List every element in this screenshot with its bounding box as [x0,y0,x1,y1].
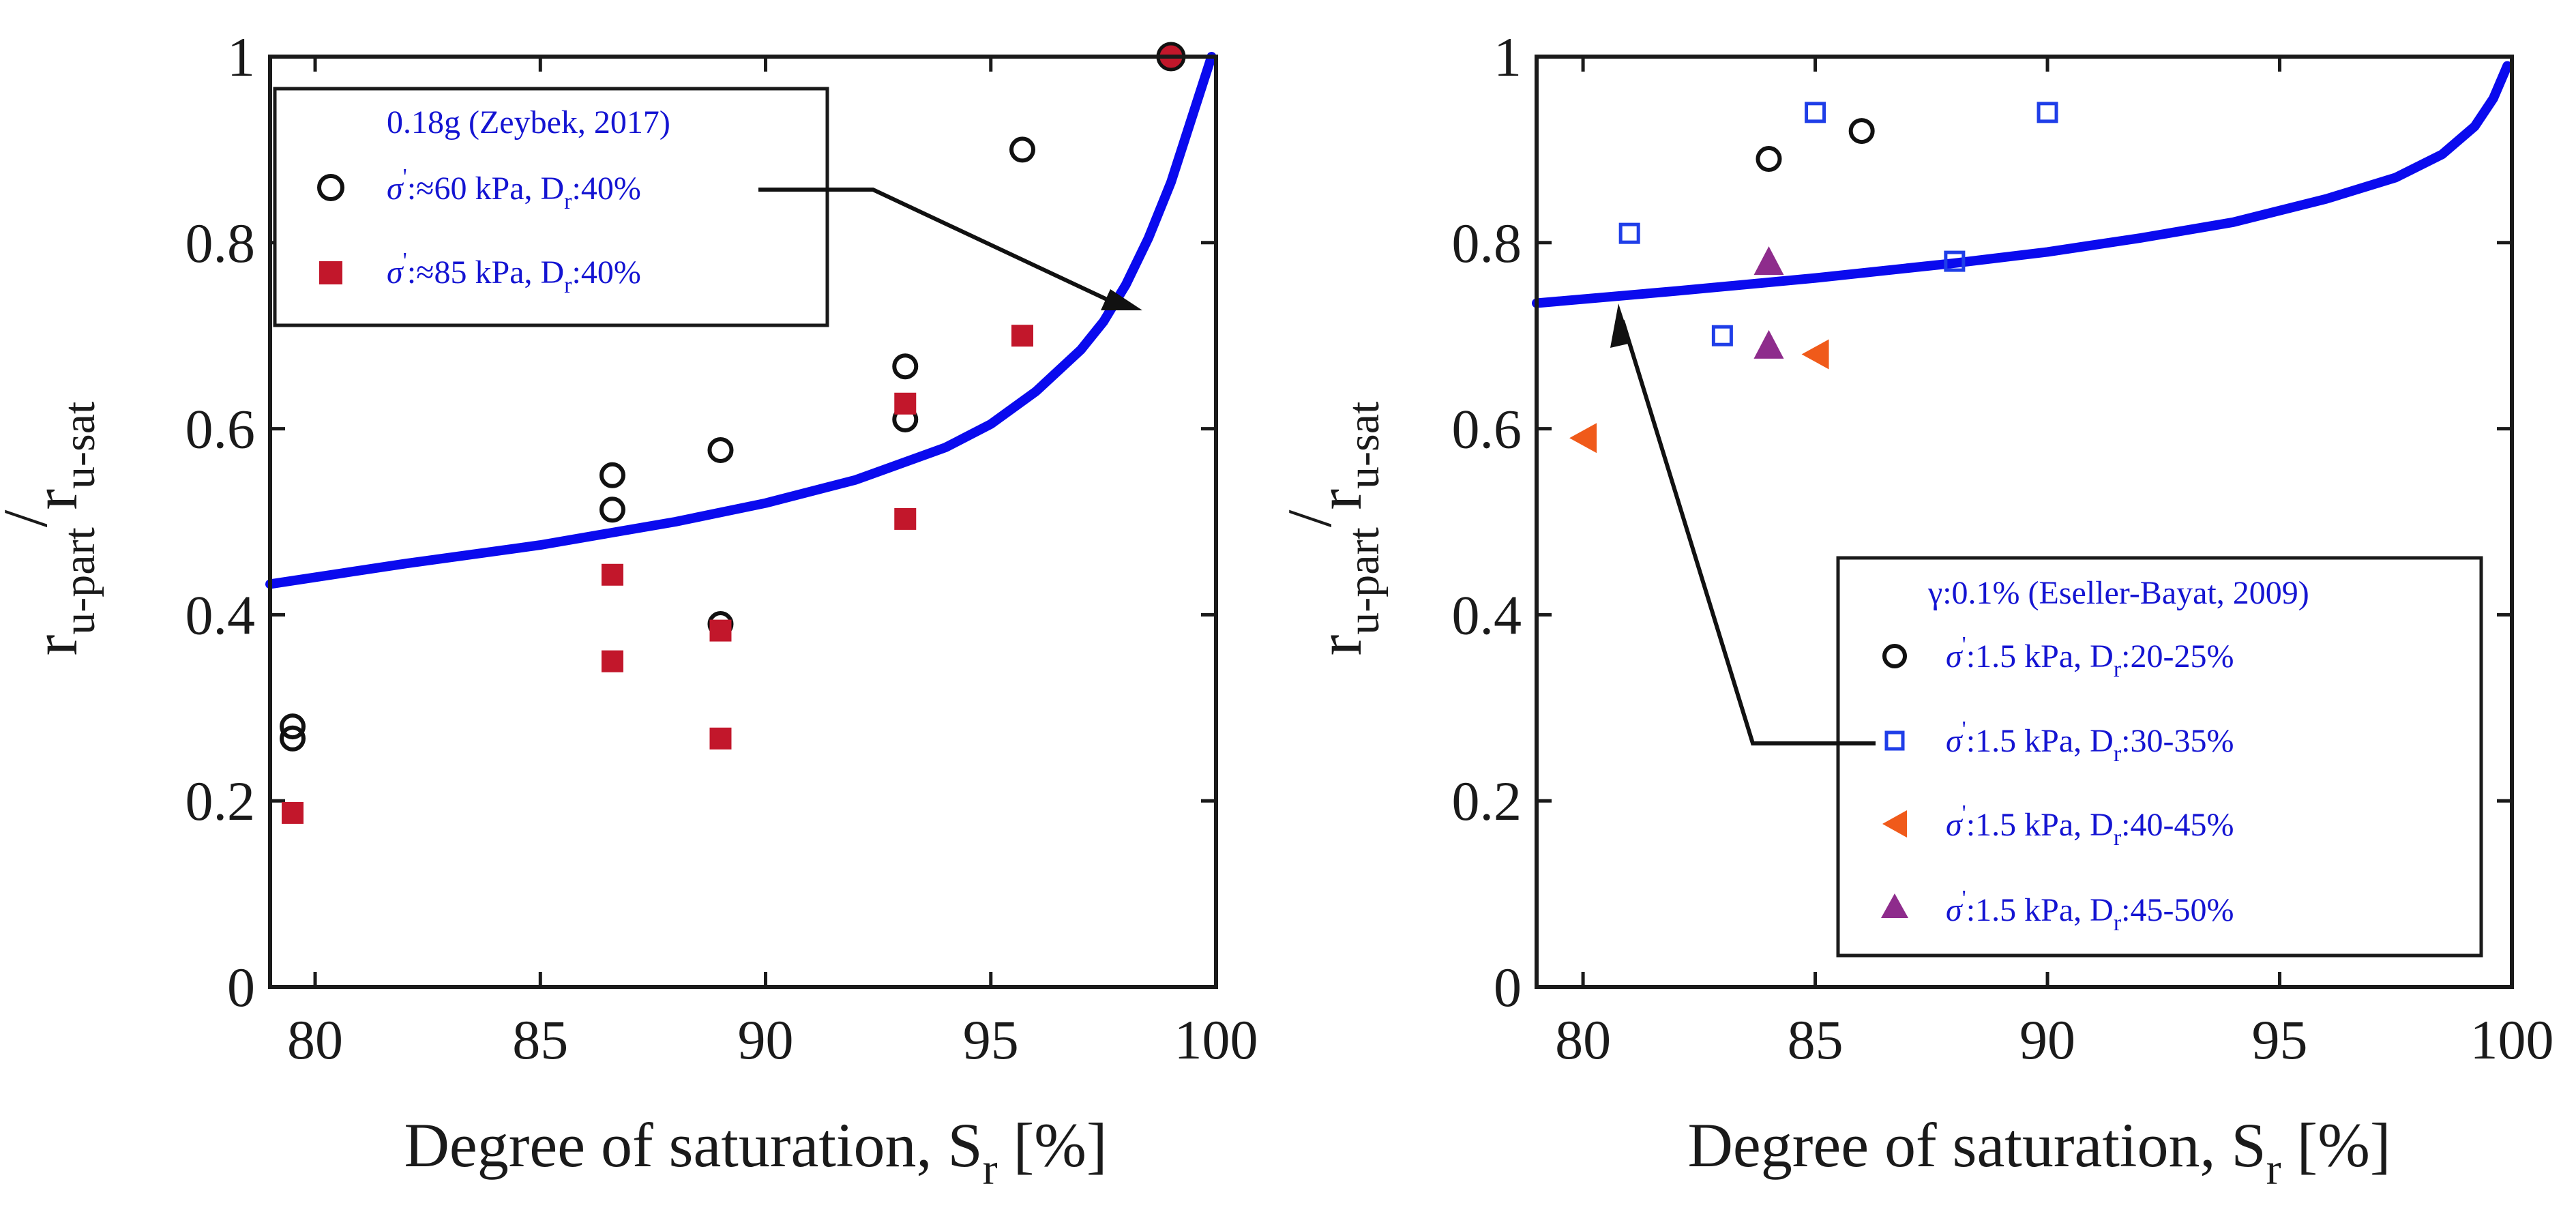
right-legend-title: γ:0.1% (Eseller-Bayat, 2009) [1927,575,2309,611]
right-x-axis-title: Degree of saturation, Sr [%] [1687,1110,2390,1194]
right-x-tick-label: 100 [2470,1009,2554,1071]
data-point [1011,325,1033,347]
left-y-tick-label: 0.2 [186,770,256,832]
data-point [709,619,732,642]
left-x-tick-label: 85 [512,1009,568,1071]
right-x-tick-label: 95 [2252,1009,2308,1071]
right-y-tick-label: 0.6 [1452,398,1522,460]
data-point [282,801,304,824]
right-y-axis-title: ru-part/ru-sat [1275,402,1389,656]
left-y-tick-label: 1 [227,26,255,88]
data-point [601,563,623,586]
right-legend-marker-up-triangle [1881,893,1908,918]
right-data-points [1569,102,2058,454]
right-legend-box [1836,556,2483,958]
right-y-tick-label: 0.2 [1452,770,1522,832]
data-point [1711,325,1733,346]
left-y-tick-label: 0.6 [186,398,256,460]
data-point [280,725,306,752]
data-point [707,436,734,463]
data-point [709,727,732,750]
right-legend-label: σ':1.5 kPa, Dr:45-50% [1946,886,2234,936]
left-legend-box [273,87,829,327]
left-x-tick-label: 95 [963,1009,1019,1071]
left-x-tick-label: 80 [287,1009,343,1071]
left-legend-marker-red-square [319,261,342,284]
right-legend-marker-open-square [1884,730,1905,751]
left-model-curve [265,52,1217,589]
left-legend-marker-open-circle [317,174,344,201]
right-y-tick-label: 0.4 [1452,584,1522,646]
data-point [1756,146,1782,173]
right-x-tick-label: 80 [1555,1009,1611,1071]
data-point [1805,102,1826,123]
data-point [1944,250,1966,272]
right-legend-marker-open-circle [1882,644,1907,668]
data-point [280,713,306,740]
left-legend: 0.18g (Zeybek, 2017) σ':≈60 kPa, Dr:40% … [273,87,829,327]
data-point [601,650,623,672]
data-point [1753,246,1784,276]
left-y-tick-label: 0.4 [186,584,256,646]
right-y-tick-label: 0.8 [1452,212,1522,274]
left-x-tick-label: 90 [738,1009,794,1071]
left-y-axis-title: ru-part/ru-sat [0,402,104,656]
left-y-tick-label: 0.8 [186,212,256,274]
right-x-tick-label: 90 [2019,1009,2075,1071]
right-x-tick-label: 85 [1788,1009,1844,1071]
data-point [599,497,625,523]
data-point [2037,102,2058,123]
right-legend-label: σ':1.5 kPa, Dr:20-25% [1946,632,2234,682]
right-y-tick-label: 1 [1494,26,1522,88]
data-point [1618,222,1640,244]
left-axes-frame [268,55,1218,989]
right-annotation-arrow [1610,304,1876,745]
data-point [1569,423,1597,454]
left-x-tick-label: 100 [1174,1009,1258,1071]
right-legend-label: σ':1.5 kPa, Dr:30-35% [1946,717,2234,767]
right-legend: γ:0.1% (Eseller-Bayat, 2009) σ':1.5 kPa,… [1836,556,2483,958]
right-chart: 0 0.2 0.4 0.6 0.8 1 80 85 90 95 100 Degr… [1275,26,2554,1194]
right-axes-frame [1535,55,2514,989]
left-chart: 0 0.2 0.4 0.6 0.8 1 80 85 90 95 100 Degr… [0,26,1258,1194]
left-data-points [280,42,1186,824]
right-legend-marker-left-triangle [1882,810,1907,838]
data-point [894,507,917,530]
left-annotation-arrow [758,188,1142,310]
data-point [1753,329,1784,359]
left-legend-label: σ':≈85 kPa, Dr:40% [387,248,641,298]
data-point [1848,118,1875,145]
left-y-tick-label: 0 [227,956,255,1018]
left-legend-title: 0.18g (Zeybek, 2017) [387,104,670,140]
data-point [894,392,917,415]
right-model-curve [1532,61,2513,308]
data-point [599,462,625,488]
left-x-axis-title: Degree of saturation, Sr [%] [404,1110,1107,1194]
right-y-tick-label: 0 [1494,956,1522,1018]
left-legend-label: σ':≈60 kPa, Dr:40% [387,164,641,214]
data-point [1801,339,1829,370]
right-legend-label: σ':1.5 kPa, Dr:40-45% [1946,801,2234,850]
data-point [1009,136,1035,163]
data-point [892,353,919,380]
